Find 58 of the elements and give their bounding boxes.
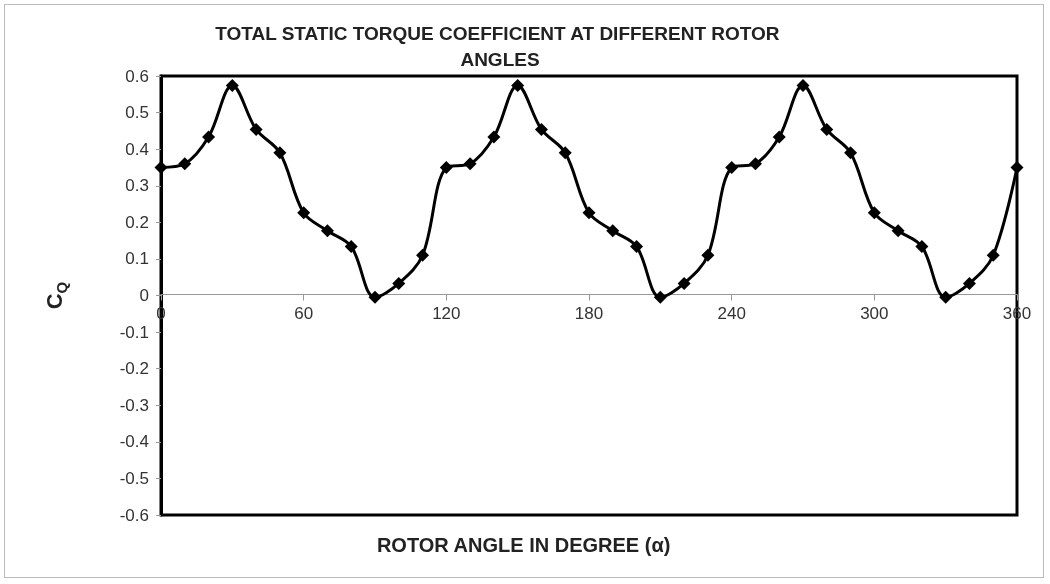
point — [986, 248, 1000, 262]
chart-title: TOTAL STATIC TORQUE COEFFICIENT AT DIFFERENT ROTOR ANGLES — [215, 22, 785, 70]
point — [178, 157, 192, 171]
y-tick-label: 0.5 — [125, 103, 149, 123]
y-tick-label: -0.3 — [119, 395, 149, 415]
x-tick-label: 240 — [717, 303, 746, 323]
point — [962, 276, 976, 290]
y-axis-title: CQ — [42, 281, 70, 310]
point — [915, 239, 929, 253]
point — [677, 276, 691, 290]
point — [867, 206, 881, 220]
point — [487, 130, 501, 144]
point — [630, 239, 644, 253]
point — [368, 290, 382, 304]
point — [606, 224, 620, 238]
point — [273, 146, 287, 160]
point — [701, 248, 715, 262]
point — [225, 79, 239, 93]
point — [1010, 160, 1024, 174]
point — [725, 160, 739, 174]
y-tick-label: 0.1 — [125, 249, 149, 269]
point — [653, 290, 667, 304]
point — [534, 122, 548, 136]
y-tick-label: -0.6 — [119, 505, 149, 525]
x-tick-label: 300 — [860, 303, 889, 323]
point — [820, 122, 834, 136]
x-tick-label: 120 — [432, 303, 461, 323]
x-tick-label: 180 — [574, 303, 604, 323]
point — [320, 224, 334, 238]
y-tick-label: 0.2 — [125, 212, 149, 232]
point — [772, 130, 786, 144]
x-tick-label: 60 — [294, 303, 314, 323]
y-tick-label: 0.4 — [125, 139, 149, 159]
point — [796, 79, 810, 93]
point — [582, 206, 596, 220]
y-tick-label: 0.3 — [125, 176, 149, 196]
point — [748, 157, 762, 171]
point — [439, 160, 453, 174]
point — [249, 122, 263, 136]
y-tick-label: 0.6 — [125, 66, 149, 86]
point — [297, 206, 311, 220]
y-tick-label: 0 — [139, 286, 149, 305]
x-axis-title: ROTOR ANGLE IN DEGREE (α) — [376, 534, 671, 556]
point — [891, 224, 905, 238]
y-tick-label: -0.4 — [119, 432, 149, 452]
point — [558, 146, 572, 160]
point — [202, 130, 216, 144]
point — [463, 157, 477, 171]
y-tick-label: -0.2 — [119, 359, 149, 379]
point — [511, 79, 525, 93]
point — [939, 290, 953, 304]
point — [344, 239, 358, 253]
point — [154, 160, 168, 174]
point — [844, 146, 858, 160]
point — [416, 248, 430, 262]
y-tick-label: -0.5 — [119, 468, 149, 488]
y-tick-label: -0.1 — [119, 322, 149, 342]
point — [392, 276, 406, 290]
